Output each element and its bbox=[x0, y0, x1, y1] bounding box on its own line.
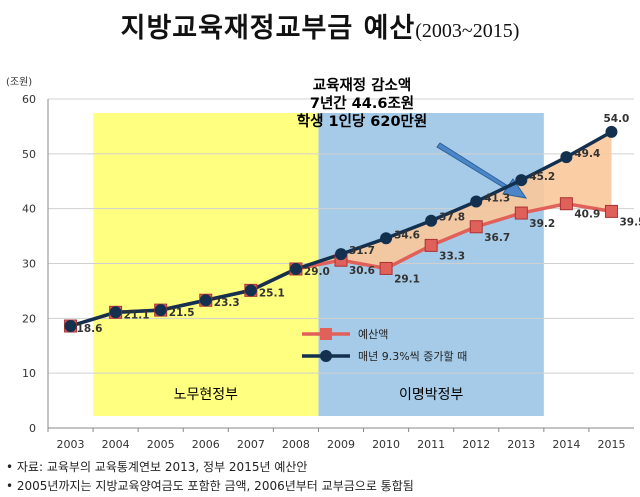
period-label-2: 이명박정부 bbox=[399, 387, 464, 403]
data-label-growth: 45.2 bbox=[529, 171, 555, 183]
legend-marker-budget bbox=[320, 328, 332, 340]
point-growth bbox=[244, 284, 257, 297]
data-label-budget: 18.6 bbox=[77, 323, 103, 335]
y-tick-label: 30 bbox=[22, 258, 36, 271]
point-budget bbox=[379, 261, 393, 275]
data-label-growth: 31.7 bbox=[349, 245, 375, 257]
chart-title: 지방교육재정교부금 예산 bbox=[120, 13, 416, 44]
x-tick-label: 2006 bbox=[192, 438, 220, 451]
data-label-budget: 40.9 bbox=[574, 209, 600, 221]
y-tick-label: 0 bbox=[29, 422, 36, 435]
x-tick-label: 2009 bbox=[327, 438, 355, 451]
x-tick-label: 2013 bbox=[507, 438, 535, 451]
data-label-budget: 21.5 bbox=[169, 307, 195, 319]
x-tick-label: 2004 bbox=[102, 438, 130, 451]
x-tick-label: 2003 bbox=[57, 438, 85, 451]
point-growth bbox=[64, 320, 77, 333]
y-tick-label: 60 bbox=[22, 93, 36, 106]
point-growth bbox=[470, 195, 483, 208]
point-growth bbox=[154, 304, 167, 317]
legend-marker-growth bbox=[320, 350, 332, 362]
x-tick-label: 2005 bbox=[147, 438, 175, 451]
y-tick-label: 40 bbox=[22, 203, 36, 216]
annotation-line-2: 7년간 44.6조원 bbox=[309, 96, 415, 112]
point-growth bbox=[199, 294, 212, 307]
data-label-budget: 33.3 bbox=[439, 250, 465, 262]
x-tick-label: 2011 bbox=[417, 438, 445, 451]
data-label-budget: 25.1 bbox=[259, 287, 285, 299]
y-axis-label: (조원) bbox=[6, 76, 32, 88]
title-block: 지방교육재정교부금 예산(2003~2015) bbox=[0, 6, 640, 45]
annotation: 교육재정 감소액 7년간 44.6조원 학생 1인당 620만원 bbox=[282, 77, 442, 131]
point-growth bbox=[605, 125, 618, 138]
data-label-budget: 39.2 bbox=[529, 218, 555, 230]
point-budget bbox=[424, 238, 438, 252]
legend-label-budget: 예산액 bbox=[358, 328, 388, 341]
data-label-growth: 49.4 bbox=[574, 148, 600, 160]
data-label-budget: 23.3 bbox=[214, 297, 240, 309]
point-growth bbox=[289, 262, 302, 275]
y-tick-label: 10 bbox=[22, 367, 36, 380]
data-label-growth: 34.6 bbox=[394, 229, 420, 241]
data-label-growth: 41.3 bbox=[484, 193, 510, 205]
point-growth bbox=[335, 248, 347, 261]
data-label-growth: 54.0 bbox=[603, 113, 629, 125]
point-growth bbox=[560, 151, 573, 164]
point-growth bbox=[380, 232, 393, 245]
gap-area bbox=[295, 131, 612, 269]
data-label-growth: 37.8 bbox=[439, 212, 465, 224]
point-growth bbox=[109, 306, 122, 319]
x-tick-label: 2010 bbox=[372, 438, 400, 451]
x-tick-label: 2008 bbox=[282, 438, 310, 451]
point-budget bbox=[604, 204, 618, 218]
point-budget bbox=[469, 220, 483, 234]
y-tick-label: 20 bbox=[22, 312, 36, 325]
period-band-1 bbox=[93, 113, 319, 416]
x-tick-label: 2014 bbox=[552, 438, 580, 451]
annotation-line-3: 학생 1인당 620만원 bbox=[296, 114, 428, 130]
x-tick-label: 2015 bbox=[597, 438, 625, 451]
data-label-budget: 39.5 bbox=[619, 216, 640, 228]
point-growth bbox=[515, 174, 528, 187]
legend-label-growth: 매년 9.3%씩 증가할 때 bbox=[358, 350, 467, 363]
footnote-note: • 2005년까지는 지방교육양여금도 포함한 금액, 2006년부터 교부금으… bbox=[6, 479, 414, 493]
footnote-source: • 자료: 교육부의 교육통계연보 2013, 정부 2015년 예산안 bbox=[6, 460, 308, 474]
point-growth bbox=[425, 214, 438, 227]
data-label-budget: 21.1 bbox=[124, 309, 150, 321]
data-label-budget: 30.6 bbox=[349, 265, 375, 277]
annotation-line-1: 교육재정 감소액 bbox=[312, 78, 412, 94]
x-tick-label: 2007 bbox=[237, 438, 265, 451]
period-label-1: 노무현정부 bbox=[174, 387, 239, 403]
data-label-budget: 29.1 bbox=[394, 273, 420, 285]
data-label-budget: 29.0 bbox=[304, 266, 330, 278]
point-budget bbox=[559, 197, 573, 211]
point-budget bbox=[514, 206, 528, 220]
x-tick-label: 2012 bbox=[462, 438, 490, 451]
y-tick-label: 50 bbox=[22, 148, 36, 161]
chart-subtitle: (2003~2015) bbox=[415, 20, 520, 42]
data-label-budget: 36.7 bbox=[484, 232, 510, 244]
